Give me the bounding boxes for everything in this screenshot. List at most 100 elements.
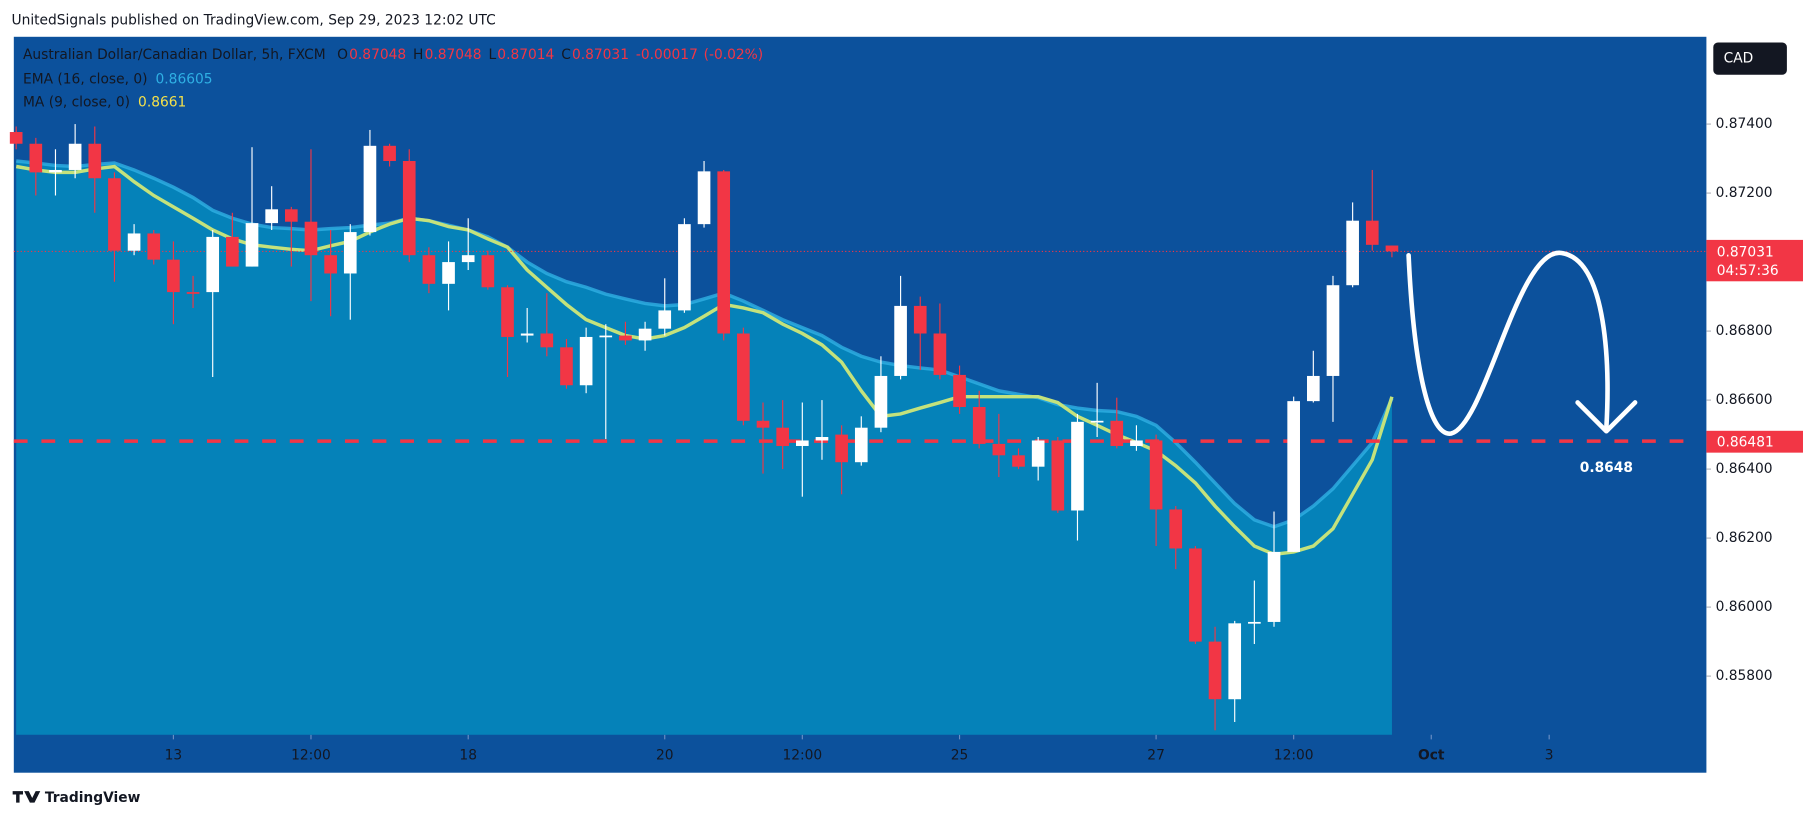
candle-body [992,443,1006,456]
candle-body [874,375,888,428]
legend-text: (-0.02%) [704,47,764,63]
legend-text: 0.8661 [138,94,186,110]
legend-text: -0.00017 [636,47,698,63]
legend-text: O [337,47,348,63]
y-tick-label: 0.87200 [1716,185,1773,201]
ma-line [15,164,1394,557]
x-tick-label: Oct [1418,747,1445,763]
candle-body [1365,220,1379,245]
candle-body [284,209,298,222]
candle-body [737,333,750,421]
candle-body [619,335,632,341]
ema-line [16,159,1394,529]
currency-box[interactable] [1713,42,1787,75]
x-tick-label: 12:00 [291,747,331,763]
y-tick-label: 0.86800 [1716,323,1773,339]
candle-body [560,347,573,386]
candle-body [658,310,672,329]
candle-body [756,420,770,428]
y-tick-label: 0.86400 [1716,461,1773,477]
legend-text: C [561,47,571,63]
candle-body [461,255,475,263]
candle-body [304,221,318,256]
legend-text: 0.86605 [156,71,213,87]
candle-body [599,335,613,338]
ema-area [16,160,1392,735]
annotation: 0.8648 [1580,460,1633,476]
candle-body [481,255,495,288]
arrow-head [1575,400,1638,434]
candle-body [1149,440,1163,510]
candle-body [1306,375,1320,402]
x-tick-label: 20 [656,747,674,763]
candle-body [933,333,947,375]
candle-body [972,406,986,444]
candle-body [147,233,161,260]
y-tick-label: 0.85800 [1716,668,1773,684]
legend-text: H [413,47,423,63]
candle-body [776,427,789,446]
legend-text: L [488,47,496,63]
candle-body [678,224,691,311]
countdown: 04:57:36 [1717,263,1779,279]
x-tick-label: 12:00 [1274,747,1314,763]
candle-body [49,169,62,173]
logo [12,791,41,803]
legend-text: 0.87031 [572,47,629,63]
y-tick-label: 0.86200 [1716,530,1773,546]
y-tick-label: 0.86600 [1716,392,1773,408]
plot: 0.85800 0.86000 0.86200 0.86400 0.86600 0.868… [9,36,1803,773]
legend-text: MA (9, close, 0) [23,94,130,110]
candle-body [265,209,278,224]
candle-body [108,178,121,251]
candle-body [1385,245,1399,252]
candle-body [422,255,436,284]
x-tick-label: 18 [459,747,477,763]
candle-body [579,336,593,386]
x-tick-label: 12:00 [782,747,822,763]
candle-body [1346,220,1359,286]
candle-body [1130,440,1143,446]
legend-text: EMA (16, close, 0) [23,71,147,87]
candle-body [638,328,652,341]
candle-body [815,437,829,441]
y-tick-label: 0.87400 [1716,116,1773,132]
candle-body [1169,509,1183,549]
candle-body [894,305,907,376]
candle-body [913,305,927,334]
x-tick-label: 13 [165,747,183,763]
candle-body [186,292,200,294]
legend-text: Australian Dollar/Canadian Dollar, 5h, F… [23,47,326,63]
candle-body [206,236,220,293]
candle-body [88,143,102,179]
candle-body [1031,440,1045,467]
candle-body [717,171,731,334]
x-tick-label: 3 [1545,747,1554,763]
candle-body [383,145,396,162]
legend-text: 0.87014 [497,47,554,63]
candle-body [1189,548,1202,642]
candle-body [953,374,966,407]
candle-body [1110,420,1124,446]
price-label: 0.87031 [1717,245,1774,261]
candle-body [697,171,711,225]
candle-body [835,434,848,463]
candle-body [402,161,416,256]
candle-body [29,143,43,173]
candle-body [245,223,259,267]
candle-body [167,259,180,293]
candle-body [343,232,357,274]
candle-body [324,255,337,274]
x-tick-label: 27 [1147,747,1165,763]
x-tick-label: 25 [951,747,969,763]
candle-body [795,440,809,446]
price-label-box [1706,239,1803,282]
y-tick-label: 0.86000 [1716,599,1773,615]
legend-text: 0.87048 [425,47,482,63]
candle-body [1248,621,1261,624]
candle-body [68,143,82,170]
candle-body [127,233,141,251]
legend-text: 0.87048 [349,47,406,63]
currency: CAD [1724,51,1754,67]
